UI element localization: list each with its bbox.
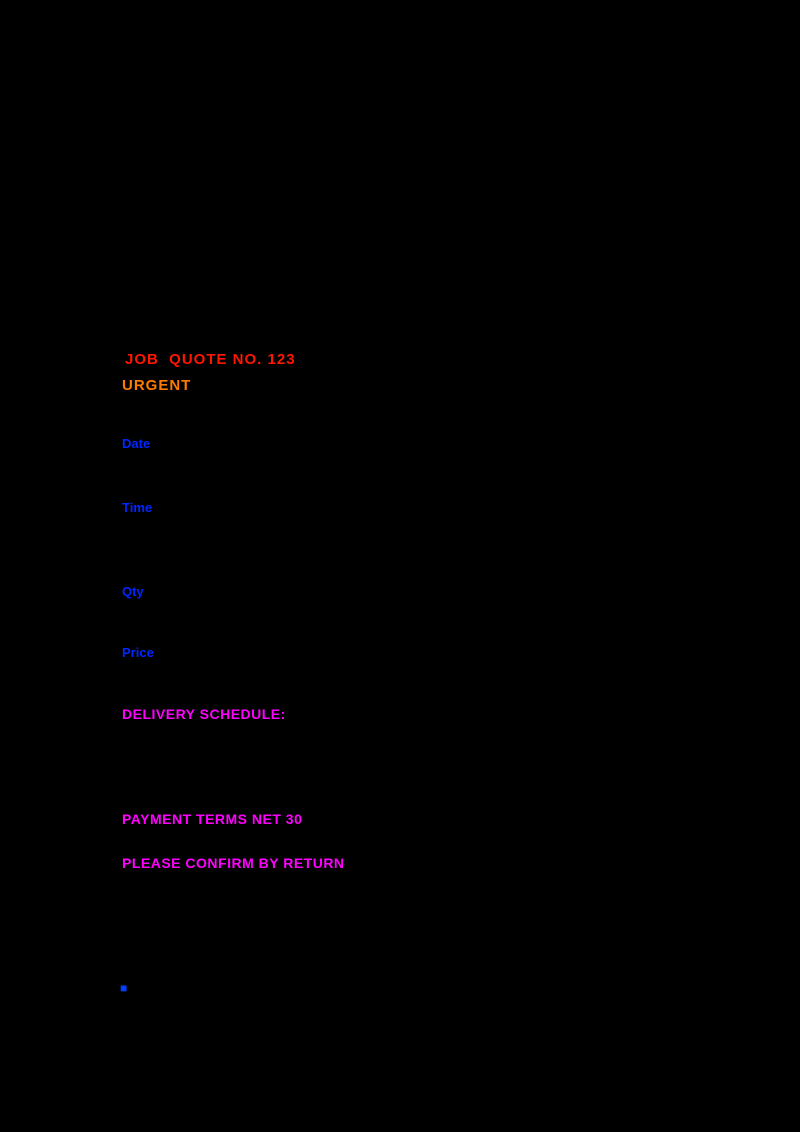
blue-link-1[interactable]: Date	[122, 436, 151, 451]
heading-red: JOB QUOTE NO. 123	[125, 351, 296, 368]
magenta-link-1[interactable]: DELIVERY SCHEDULE:	[122, 706, 286, 722]
magenta-link-2[interactable]: PAYMENT TERMS NET 30	[122, 811, 303, 827]
blue-link-3[interactable]: Qty	[122, 584, 144, 599]
heading-orange: URGENT	[122, 377, 192, 394]
blue-link-2[interactable]: Time	[122, 500, 153, 515]
blue-link-4[interactable]: Price	[122, 645, 154, 660]
magenta-link-3[interactable]: PLEASE CONFIRM BY RETURN	[122, 855, 345, 871]
bullet-marker-icon[interactable]: ■	[120, 981, 128, 995]
